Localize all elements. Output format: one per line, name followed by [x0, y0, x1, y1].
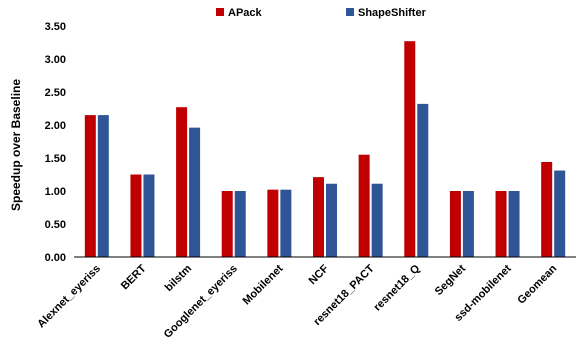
bar-shapeshifter-bert	[143, 174, 155, 257]
legend-swatch-apack	[216, 8, 224, 16]
bar-apack-ncf	[313, 177, 324, 257]
bar-apack-bilstm	[176, 107, 188, 258]
bars	[84, 41, 566, 258]
y-tick-label: 2.00	[45, 120, 66, 132]
x-axis-labels: Alexnet_eyeriss BERT bilstmGooglenet_eyeri…	[35, 262, 559, 340]
y-tick-label: 0.00	[45, 252, 66, 264]
bar-shapeshifter-resnet18_q	[417, 103, 429, 257]
x-tick-label: Geomean	[515, 262, 559, 306]
bar-shapeshifter-bilstm	[189, 127, 201, 257]
y-tick-label: 1.00	[45, 186, 66, 198]
bar-shapeshifter-segnet	[462, 191, 474, 257]
y-tick-label: 1.50	[45, 153, 66, 165]
x-tick-label: BERT	[119, 262, 149, 292]
x-tick-label: NCF	[307, 262, 332, 287]
bar-apack-bert	[130, 174, 142, 257]
bar-shapeshifter-googlenet_eyeriss	[234, 191, 246, 257]
y-axis-label: Speedup over Baseline	[9, 79, 23, 211]
bar-apack-resnet18_pact	[358, 154, 370, 257]
y-axis-ticks: 0.00 0.50 1.00 1.50 2.00 2.50 3.00 3.50	[45, 21, 66, 264]
y-tick-label: 2.50	[45, 87, 66, 99]
y-tick-label: 3.50	[45, 21, 66, 33]
bar-shapeshifter-geomean	[554, 170, 566, 257]
y-tick-label: 3.00	[45, 54, 66, 66]
x-tick-label: Alexnet_eyeriss	[35, 263, 103, 331]
bar-apack-segnet	[449, 191, 461, 257]
bar-shapeshifter-ncf	[326, 183, 337, 257]
x-tick-label: resnet18_Q	[372, 262, 423, 313]
bar-shapeshifter-ssd-mobilenet	[508, 191, 520, 257]
bar-shapeshifter-mobilenet	[280, 189, 292, 257]
x-tick-label: bilstm	[163, 262, 195, 294]
x-tick-label: Mobilenet	[241, 262, 286, 307]
bar-apack-alexnet_eyeriss	[84, 115, 96, 257]
x-tick-label: SegNet	[433, 262, 469, 298]
y-tick-label: 0.50	[45, 219, 66, 231]
legend-label-shapeshifter: ShapeShifter	[358, 7, 427, 19]
bar-apack-mobilenet	[267, 189, 279, 257]
bar-apack-resnet18_q	[404, 41, 416, 258]
legend-swatch-shapeshifter	[346, 8, 354, 16]
bar-shapeshifter-alexnet_eyeriss	[97, 115, 109, 257]
legend-label-apack: APack	[228, 7, 263, 19]
bar-apack-googlenet_eyeriss	[221, 191, 233, 257]
bar-apack-ssd-mobilenet	[495, 191, 507, 257]
bar-apack-geomean	[541, 161, 553, 257]
legend: APack ShapeShifter	[216, 7, 427, 19]
bar-shapeshifter-resnet18_pact	[371, 183, 383, 257]
